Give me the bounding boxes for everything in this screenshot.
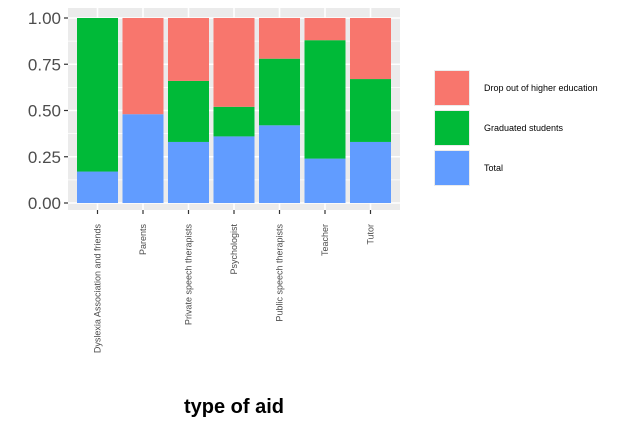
legend-swatch xyxy=(435,151,469,185)
x-tick-label: Parents xyxy=(138,224,148,256)
bar-segment-graduated-students xyxy=(350,79,391,142)
x-tick-label: Tutor xyxy=(366,224,376,245)
bar-segment-graduated-students xyxy=(259,58,300,126)
bar-segment-graduated-students xyxy=(304,40,346,159)
x-tick-label: Private speech therapists xyxy=(184,224,194,326)
legend-swatch xyxy=(435,111,469,145)
bar-segment-drop-out-of-higher-education xyxy=(350,18,391,80)
bar-segment-total xyxy=(168,141,209,203)
x-tick-label: Dyslexia Association and friends xyxy=(93,224,103,354)
x-tick-label: Public speech therapists xyxy=(275,224,285,322)
y-tick-label: 0.25 xyxy=(28,148,61,167)
legend-label: Drop out of higher education xyxy=(484,83,598,93)
bar-segment-drop-out-of-higher-education xyxy=(213,18,255,107)
bar-segment-drop-out-of-higher-education xyxy=(168,18,209,81)
legend-label: Total xyxy=(484,163,503,173)
y-tick-label: 0.75 xyxy=(28,55,61,74)
bar-segment-drop-out-of-higher-education xyxy=(259,18,300,59)
y-tick-label: 1.00 xyxy=(28,9,61,28)
bar-segment-total xyxy=(77,171,118,203)
bar-segment-total xyxy=(304,158,346,203)
legend-label: Graduated students xyxy=(484,123,564,133)
bar-segment-drop-out-of-higher-education xyxy=(304,18,346,41)
bar-segment-total xyxy=(259,125,300,203)
axes: 0.00 0.25 0.50 0.75 1.00 Dyslexia Association… xyxy=(28,9,376,353)
bar-segment-total xyxy=(122,114,164,203)
bar-segment-graduated-students xyxy=(77,18,118,172)
x-axis-title: type of aid xyxy=(184,396,284,418)
bar-segment-total xyxy=(213,136,255,203)
y-tick-label: 0.50 xyxy=(28,102,61,121)
legend-swatch xyxy=(435,71,469,105)
bar-segment-graduated-students xyxy=(168,80,209,142)
y-tick-label: 0.00 xyxy=(28,194,61,213)
legend: Drop out of higher education Graduated st… xyxy=(434,70,598,186)
x-tick-label: Teacher xyxy=(320,224,330,256)
bars xyxy=(77,18,391,203)
x-tick-label: Psychologist xyxy=(229,224,239,275)
bar-segment-graduated-students xyxy=(213,106,255,137)
bar-segment-drop-out-of-higher-education xyxy=(122,18,164,115)
bar-segment-total xyxy=(350,141,391,203)
